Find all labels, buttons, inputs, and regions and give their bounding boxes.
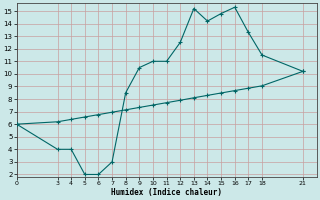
X-axis label: Humidex (Indice chaleur): Humidex (Indice chaleur) — [111, 188, 222, 197]
